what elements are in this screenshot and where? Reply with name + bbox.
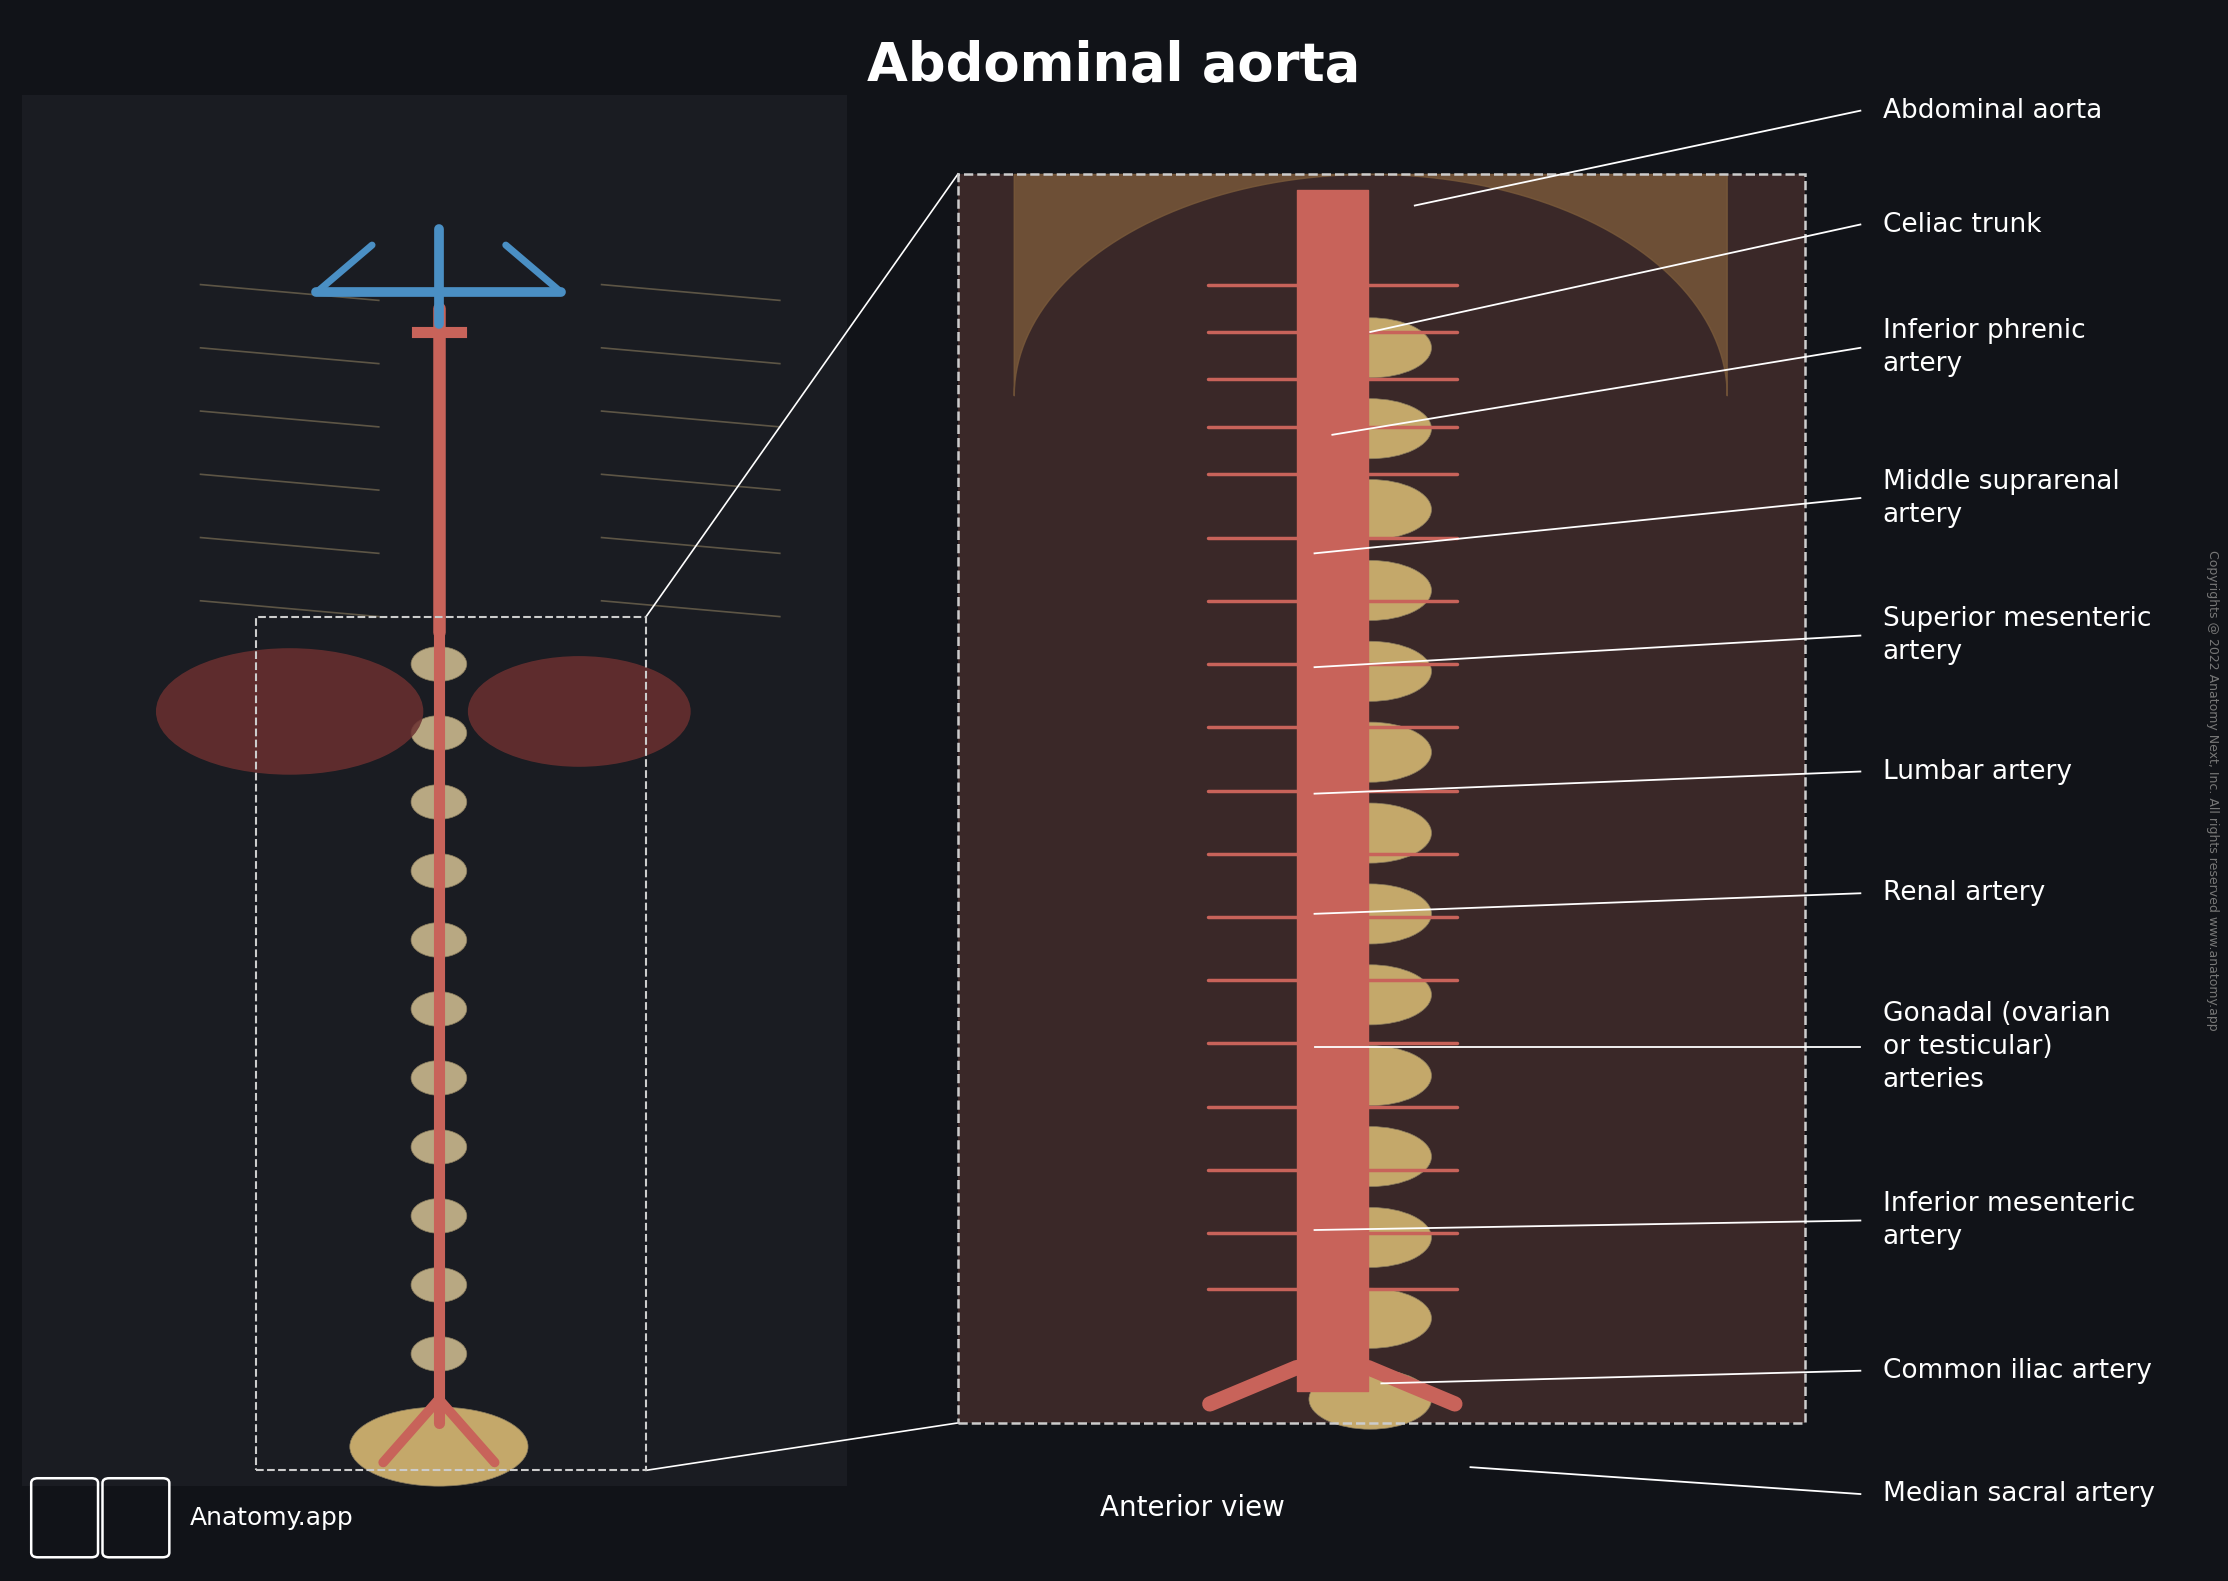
Ellipse shape — [410, 923, 468, 958]
Ellipse shape — [410, 784, 468, 819]
Ellipse shape — [1308, 1369, 1433, 1429]
Text: Lumbar artery: Lumbar artery — [1883, 759, 2072, 784]
Text: Inferior mesenteric
artery: Inferior mesenteric artery — [1883, 1190, 2134, 1251]
Ellipse shape — [410, 1268, 468, 1303]
Ellipse shape — [1308, 1127, 1433, 1187]
Ellipse shape — [1308, 1208, 1433, 1268]
Bar — [958, 174, 1805, 1423]
Ellipse shape — [410, 991, 468, 1026]
Ellipse shape — [410, 1198, 468, 1233]
Ellipse shape — [1308, 642, 1433, 702]
Ellipse shape — [410, 854, 468, 889]
Ellipse shape — [410, 1061, 468, 1096]
Ellipse shape — [410, 647, 468, 681]
Ellipse shape — [1308, 1045, 1433, 1105]
Text: Median sacral artery: Median sacral artery — [1883, 1481, 2154, 1507]
Ellipse shape — [410, 716, 468, 751]
Bar — [958, 174, 1805, 1423]
Ellipse shape — [1308, 479, 1433, 539]
Text: Copyrights @ 2022 Anatomy Next, Inc. All rights reserved www.anatomy.app: Copyrights @ 2022 Anatomy Next, Inc. All… — [2206, 550, 2219, 1031]
Text: Renal artery: Renal artery — [1883, 881, 2045, 906]
Text: Anatomy.app: Anatomy.app — [189, 1505, 352, 1530]
Ellipse shape — [410, 1336, 468, 1371]
Ellipse shape — [1308, 398, 1433, 458]
Text: Abdominal aorta: Abdominal aorta — [867, 40, 1361, 92]
Ellipse shape — [1308, 1289, 1433, 1349]
Ellipse shape — [350, 1407, 528, 1486]
Ellipse shape — [1308, 318, 1433, 378]
Text: Gonadal (ovarian
or testicular)
arteries: Gonadal (ovarian or testicular) arteries — [1883, 1001, 2110, 1092]
Bar — [256, 617, 646, 1470]
Text: Middle suprarenal
artery: Middle suprarenal artery — [1883, 468, 2119, 528]
Text: Abdominal aorta: Abdominal aorta — [1883, 98, 2101, 123]
Text: Celiac trunk: Celiac trunk — [1883, 212, 2041, 237]
Ellipse shape — [1308, 560, 1433, 620]
Ellipse shape — [1308, 723, 1433, 783]
Bar — [22, 95, 847, 1486]
Text: Superior mesenteric
artery: Superior mesenteric artery — [1883, 606, 2152, 666]
Text: Common iliac artery: Common iliac artery — [1883, 1358, 2152, 1383]
Bar — [958, 174, 1805, 1423]
Ellipse shape — [468, 656, 691, 767]
Ellipse shape — [1308, 884, 1433, 944]
Ellipse shape — [1308, 803, 1433, 863]
Text: Inferior phrenic
artery: Inferior phrenic artery — [1883, 318, 2085, 378]
Ellipse shape — [156, 648, 423, 775]
Ellipse shape — [1308, 964, 1433, 1024]
Ellipse shape — [410, 1129, 468, 1164]
Text: Anterior view: Anterior view — [1101, 1494, 1283, 1523]
Ellipse shape — [410, 1406, 468, 1440]
